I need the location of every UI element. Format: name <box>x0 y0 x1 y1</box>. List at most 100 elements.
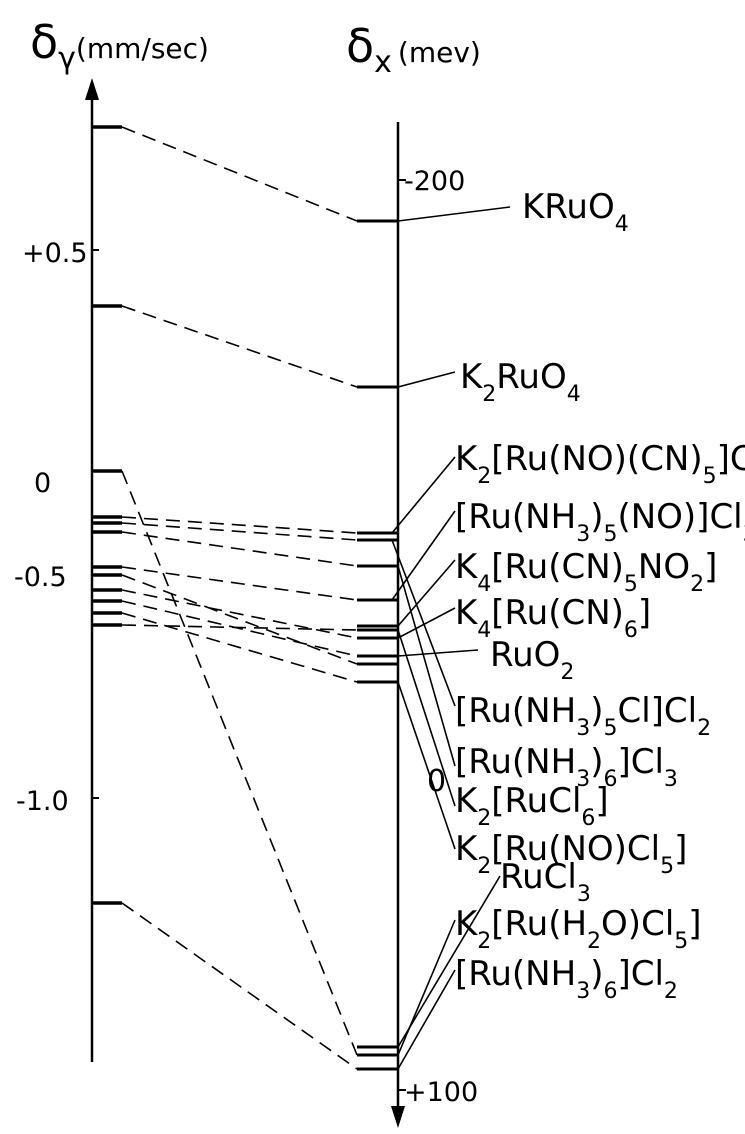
label-text: [Ru(NH <box>455 954 576 994</box>
connector-lines <box>121 126 358 1070</box>
subscript: 3 <box>577 882 591 907</box>
label-text: [Ru(H <box>491 904 587 944</box>
connector-line <box>121 126 358 222</box>
leader-line <box>397 919 456 1056</box>
subscript: 3 <box>576 979 590 1004</box>
connector-line <box>121 600 358 657</box>
label-text: [Ru(NH <box>455 742 576 782</box>
subscript: 2 <box>477 806 491 831</box>
label-text: K <box>455 904 479 944</box>
label-text: ] <box>674 829 687 869</box>
subscript: 4 <box>567 382 581 407</box>
label-text: K <box>455 829 479 869</box>
right-axis-subscript: x <box>374 45 392 80</box>
leader-line <box>397 681 456 850</box>
label-text: ) <box>590 497 603 537</box>
leader-line <box>397 565 456 767</box>
connector-line <box>121 566 358 601</box>
label-text: [Ru(NO)(CN) <box>491 439 702 479</box>
label-text: [Ru(CN) <box>491 547 624 587</box>
label-text: ]Cl <box>617 742 663 782</box>
subscript: 3 <box>576 767 590 792</box>
left-tick-label: +0.5 <box>22 238 88 269</box>
compound-label: [Ru(NH3)6]Cl2 <box>455 954 678 1004</box>
subscript: 5 <box>624 572 638 597</box>
compound-label: K2[RuCl6] <box>455 781 609 831</box>
label-text: K <box>455 593 479 633</box>
connector-line <box>121 516 358 534</box>
connector-line <box>121 624 358 631</box>
label-text: (NO)]Cl <box>617 497 742 537</box>
left-tick-label: 0 <box>34 468 51 499</box>
label-text: ] <box>638 593 651 633</box>
right-axis-unit: (mev) <box>398 36 481 69</box>
subscript: 6 <box>624 618 638 643</box>
subscript: 5 <box>603 716 617 741</box>
subscript: 4 <box>615 212 629 237</box>
label-text: Cl]Cl <box>617 691 697 731</box>
leader-line <box>397 649 479 657</box>
subscript: 3 <box>743 522 745 547</box>
connector-line <box>121 531 358 567</box>
connector-line <box>121 470 358 1056</box>
subscript: 2 <box>664 979 678 1004</box>
subscript: 2 <box>690 572 704 597</box>
compound-label: RuCl3 <box>500 857 591 907</box>
subscript: 6 <box>603 979 617 1004</box>
compound-label: K2[Ru(H2O)Cl5] <box>455 904 702 954</box>
right-tick-label: -200 <box>404 166 465 197</box>
subscript: 5 <box>660 854 674 879</box>
connector-line <box>121 612 358 683</box>
subscript: 3 <box>576 522 590 547</box>
subscript: 2 <box>477 929 491 954</box>
subscript: 4 <box>477 618 491 643</box>
subscript: 2 <box>477 464 491 489</box>
label-text: O)Cl <box>601 904 674 944</box>
label-text: ]Cl <box>717 439 745 479</box>
label-text: [Ru(NO)Cl <box>491 829 660 869</box>
label-text: [Ru(CN) <box>491 593 624 633</box>
connector-line <box>121 305 358 388</box>
label-text: K <box>455 547 479 587</box>
label-text: K <box>455 781 479 821</box>
connector-line <box>121 574 358 665</box>
leader-line <box>391 456 456 534</box>
label-text: RuO <box>490 635 560 675</box>
label-text: NO <box>638 547 690 587</box>
leader-line <box>397 969 456 1070</box>
label-text: [Ru(NH <box>455 497 576 537</box>
leader-line <box>397 371 456 388</box>
right-axis-title: δx (mev) <box>346 19 481 80</box>
compound-label: K2RuO4 <box>460 357 581 407</box>
label-text: K <box>460 357 484 397</box>
left-axis-title: δγ(mm/sec) <box>30 15 209 76</box>
left-axis-unit: (mm/sec) <box>76 32 209 65</box>
subscript: 3 <box>664 767 678 792</box>
label-text: ) <box>590 691 603 731</box>
compound-label: K4[Ru(CN)6] <box>455 593 651 643</box>
compound-label: [Ru(NH3)5(NO)]Cl3 <box>455 497 745 547</box>
compound-labels: KRuO4K2RuO4K2[Ru(NO)(CN)5]Cl2[Ru(NH3)5(N… <box>455 187 745 1004</box>
subscript: 2 <box>482 382 496 407</box>
label-text: [RuCl <box>491 781 581 821</box>
compound-label: RuO2 <box>490 635 574 685</box>
leader-line <box>397 629 456 807</box>
subscript: 5 <box>603 522 617 547</box>
compound-label: KRuO4 <box>522 187 629 237</box>
subscript: 2 <box>587 929 601 954</box>
right-tick-label: +100 <box>404 1077 478 1108</box>
subscript: 2 <box>697 716 711 741</box>
subscript: 2 <box>477 854 491 879</box>
compound-label: [Ru(NH3)6]Cl3 <box>455 742 678 792</box>
label-text: ] <box>595 781 608 821</box>
left-axis-arrowhead <box>85 78 99 100</box>
energy-levels <box>92 125 398 1071</box>
label-text: RuO <box>496 357 566 397</box>
subscript: 5 <box>674 929 688 954</box>
subscript: 5 <box>703 464 717 489</box>
leader-line <box>391 539 456 707</box>
leader-line <box>397 559 456 627</box>
compound-label: K2[Ru(NO)Cl5] <box>455 829 687 879</box>
subscript: 6 <box>581 806 595 831</box>
